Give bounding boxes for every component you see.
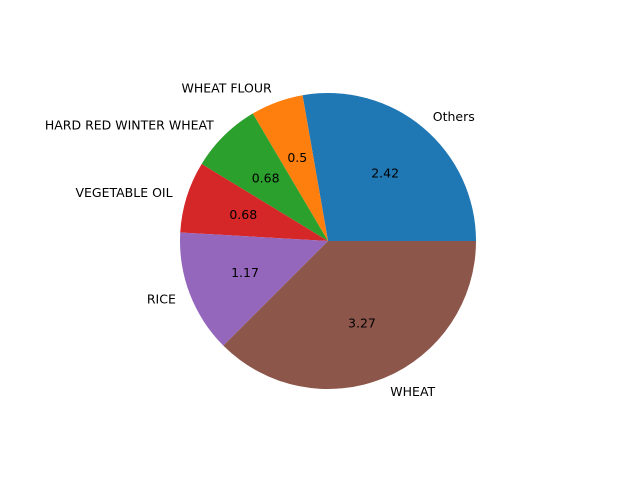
slice-category-label-others: Others (433, 109, 475, 124)
slice-value-label-vegetable-oil: 0.68 (229, 207, 257, 222)
pie-slices (180, 92, 476, 390)
pie-slice-others (302, 92, 476, 242)
slice-category-label-hard-red-winter-wheat: HARD RED WINTER WHEAT (45, 118, 214, 133)
slice-value-label-rice: 1.17 (231, 265, 259, 280)
pie-slice-wheat (223, 241, 476, 390)
pie-labels: 2.42 Others 0.5 WHEAT FLOUR 0.68 HARD RED WIN… (45, 81, 475, 399)
pie-slice-vegetable-oil (180, 163, 328, 241)
pie-slice-hard-red-winter-wheat (201, 113, 328, 241)
slice-category-label-wheat-flour: WHEAT FLOUR (181, 81, 272, 96)
pie-slice-wheat-flour (252, 95, 328, 241)
slice-value-label-wheat: 3.27 (348, 316, 376, 331)
slice-category-label-rice: RICE (147, 291, 176, 306)
slice-category-label-wheat: WHEAT (390, 384, 435, 399)
slice-category-label-vegetable-oil: VEGETABLE OIL (75, 185, 172, 200)
slice-value-label-others: 2.42 (371, 166, 399, 181)
slice-value-label-wheat-flour: 0.5 (287, 150, 307, 165)
pie-slice-rice (180, 232, 328, 346)
slice-value-label-hard-red-winter-wheat: 0.68 (252, 170, 280, 185)
